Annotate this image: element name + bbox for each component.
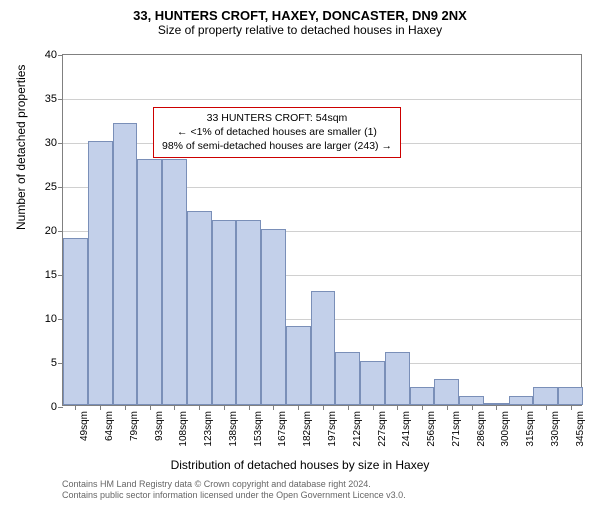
y-axis-label: Number of detached properties (14, 65, 28, 230)
x-tick-label: 123sqm (203, 411, 214, 447)
x-tick-label: 241sqm (401, 411, 412, 447)
bar (459, 396, 484, 405)
info-line-3: 98% of semi-detached houses are larger (… (162, 139, 392, 153)
x-tick-label: 153sqm (253, 411, 264, 447)
bar (187, 211, 212, 405)
x-axis-label: Distribution of detached houses by size … (0, 458, 600, 472)
x-tick-mark (298, 405, 299, 410)
x-tick-label: 212sqm (352, 411, 363, 447)
x-tick-mark (224, 405, 225, 410)
x-tick-label: 315sqm (525, 411, 536, 447)
x-tick-mark (472, 405, 473, 410)
y-tick-mark (58, 143, 63, 144)
x-tick-label: 271sqm (451, 411, 462, 447)
bar (162, 159, 187, 405)
x-tick-label: 182sqm (302, 411, 313, 447)
y-tick-label: 5 (51, 357, 57, 369)
y-tick-label: 40 (45, 49, 57, 61)
y-tick-label: 35 (45, 93, 57, 105)
y-tick-mark (58, 407, 63, 408)
x-tick-mark (323, 405, 324, 410)
bar (236, 220, 261, 405)
x-tick-mark (571, 405, 572, 410)
y-tick-mark (58, 99, 63, 100)
info-line-2: ← <1% of detached houses are smaller (1) (162, 125, 392, 139)
bar (410, 387, 435, 405)
y-tick-label: 0 (51, 401, 57, 413)
bar (533, 387, 558, 405)
x-tick-mark (348, 405, 349, 410)
x-tick-mark (447, 405, 448, 410)
y-tick-mark (58, 55, 63, 56)
x-tick-mark (422, 405, 423, 410)
x-tick-mark (199, 405, 200, 410)
x-tick-mark (273, 405, 274, 410)
bar (63, 238, 88, 405)
chart-title-sub: Size of property relative to detached ho… (0, 23, 600, 37)
x-tick-mark (249, 405, 250, 410)
x-tick-mark (75, 405, 76, 410)
y-tick-mark (58, 187, 63, 188)
x-tick-label: 256sqm (426, 411, 437, 447)
x-tick-mark (373, 405, 374, 410)
y-tick-label: 30 (45, 137, 57, 149)
plot-area: 051015202530354049sqm64sqm79sqm93sqm108s… (62, 54, 582, 406)
x-tick-mark (100, 405, 101, 410)
bar (286, 326, 311, 405)
x-tick-label: 64sqm (104, 411, 115, 441)
x-tick-label: 345sqm (575, 411, 586, 447)
x-tick-label: 93sqm (154, 411, 165, 441)
x-tick-label: 49sqm (79, 411, 90, 441)
y-tick-label: 20 (45, 225, 57, 237)
bar (385, 352, 410, 405)
y-tick-mark (58, 231, 63, 232)
x-tick-label: 197sqm (327, 411, 338, 447)
x-tick-label: 108sqm (178, 411, 189, 447)
footer-line-2: Contains public sector information licen… (62, 490, 406, 502)
bar (360, 361, 385, 405)
chart-container: 33, HUNTERS CROFT, HAXEY, DONCASTER, DN9… (0, 8, 600, 508)
x-tick-mark (546, 405, 547, 410)
bar (137, 159, 162, 405)
footer-attribution: Contains HM Land Registry data © Crown c… (62, 479, 406, 502)
bar (335, 352, 360, 405)
x-tick-mark (125, 405, 126, 410)
x-tick-mark (496, 405, 497, 410)
bar (212, 220, 237, 405)
grid-line (63, 99, 581, 100)
bar (558, 387, 583, 405)
x-tick-mark (150, 405, 151, 410)
footer-line-1: Contains HM Land Registry data © Crown c… (62, 479, 406, 491)
x-tick-label: 167sqm (277, 411, 288, 447)
bar (311, 291, 336, 405)
x-tick-label: 286sqm (476, 411, 487, 447)
y-tick-label: 25 (45, 181, 57, 193)
x-tick-mark (521, 405, 522, 410)
x-tick-label: 138sqm (228, 411, 239, 447)
bar (88, 141, 113, 405)
x-tick-mark (174, 405, 175, 410)
y-tick-label: 15 (45, 269, 57, 281)
bar (509, 396, 534, 405)
x-tick-label: 227sqm (377, 411, 388, 447)
info-line-1: 33 HUNTERS CROFT: 54sqm (162, 111, 392, 125)
bar (113, 123, 138, 405)
x-tick-label: 330sqm (550, 411, 561, 447)
chart-title-main: 33, HUNTERS CROFT, HAXEY, DONCASTER, DN9… (0, 8, 600, 23)
y-tick-label: 10 (45, 313, 57, 325)
bar (434, 379, 459, 405)
x-tick-label: 79sqm (129, 411, 140, 441)
info-box: 33 HUNTERS CROFT: 54sqm ← <1% of detache… (153, 107, 401, 158)
x-tick-mark (397, 405, 398, 410)
bar (261, 229, 286, 405)
x-tick-label: 300sqm (500, 411, 511, 447)
